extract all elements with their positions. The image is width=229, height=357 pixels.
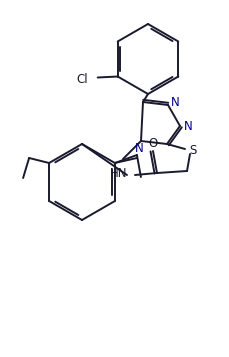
Text: O: O — [148, 136, 158, 150]
Text: N: N — [184, 120, 192, 132]
Text: N: N — [135, 141, 143, 155]
Text: Cl: Cl — [76, 73, 88, 86]
Text: S: S — [189, 144, 197, 156]
Text: HN: HN — [109, 166, 127, 180]
Text: N: N — [171, 96, 179, 109]
